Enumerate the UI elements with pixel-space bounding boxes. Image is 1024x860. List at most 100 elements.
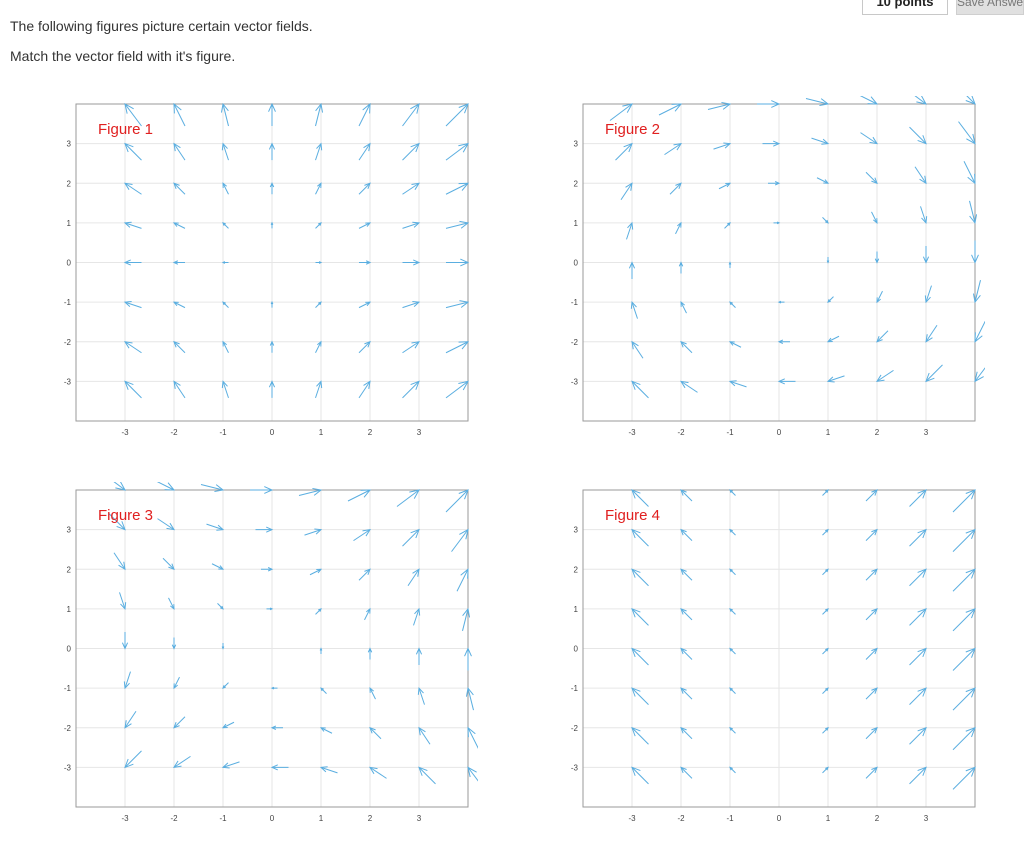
vector-arrow [777,300,785,304]
x-tick-label: -2 [170,814,178,823]
figure-label: Figure 4 [605,507,660,524]
vector-arrow [445,220,470,229]
vector-arrow [631,726,649,745]
vector-arrow [707,101,732,110]
vector-arrow [669,182,682,195]
vector-arrow [162,557,175,571]
vector-arrow [822,568,829,576]
vector-arrow [631,528,649,547]
y-tick-label: -3 [64,377,72,386]
vector-arrow [974,319,987,343]
vector-arrow [628,261,636,279]
vector-arrow [358,222,372,229]
vector-arrow [963,161,976,185]
vector-arrow [826,335,840,343]
vector-arrow [922,246,930,264]
vector-arrow [402,142,420,161]
y-tick-label: -3 [64,763,72,772]
vector-arrow [728,261,732,268]
vector-arrow [952,726,976,751]
vector-arrow [270,300,274,308]
x-tick-label: -1 [726,814,734,823]
vector-arrow [222,682,229,689]
vector-arrow [713,142,732,150]
vector-arrow [728,380,747,388]
vector-arrow [680,489,693,502]
y-tick-label: 0 [67,259,72,268]
vector-arrow [315,301,322,308]
question-text-line-1: The following figures picture certain ve… [10,18,313,34]
vector-arrow [221,380,229,399]
vector-arrow [309,568,323,576]
vector-arrow [108,512,126,531]
vector-arrow [865,171,878,185]
y-tick-label: -1 [64,684,72,693]
question-text-line-2: Match the vector field with it's figure. [10,48,236,64]
x-tick-label: 2 [368,428,373,437]
vector-arrow [822,647,829,655]
vector-arrow [757,100,781,108]
vector-arrow [680,687,693,700]
vector-arrow [631,489,649,507]
vector-arrow [445,341,470,354]
vector-arrow [168,597,175,610]
vector-arrow [123,671,131,690]
vector-arrow [865,528,878,541]
vector-arrow [364,607,371,621]
vector-arrow [811,137,830,145]
vector-arrow [658,103,683,116]
vector-arrow [319,647,323,654]
figure-label: Figure 3 [98,507,153,524]
vector-arrow [124,750,142,769]
vector-arrow [952,528,976,552]
vector-arrow [729,766,736,774]
y-tick-label: -1 [571,298,579,307]
x-tick-label: 0 [270,428,275,437]
y-tick-label: 3 [574,140,579,149]
vector-arrow [413,607,421,626]
vector-arrow [173,380,186,399]
vector-arrow [909,126,927,145]
vector-arrow [124,142,142,161]
y-tick-label: 1 [574,605,579,614]
vector-arrow [952,766,976,790]
x-tick-label: -3 [121,428,129,437]
vector-arrow [217,603,224,610]
points-badge: 10 points [862,0,948,15]
vector-arrow [315,222,322,229]
vector-arrow [119,592,127,611]
vector-arrow [909,608,927,626]
vector-arrow [173,716,186,729]
vector-arrow [446,258,470,267]
vector-arrow [172,755,191,769]
x-tick-label: -3 [628,814,636,823]
vector-arrow [822,726,829,734]
vector-arrow [631,380,649,399]
vector-arrow [822,608,829,615]
vector-arrow [269,182,275,195]
y-tick-label: 2 [574,179,579,188]
vector-arrow [631,766,649,785]
vector-arrow [626,221,634,240]
vector-arrow [777,378,796,385]
vector-arrow [358,380,371,399]
vector-arrow [768,181,781,186]
y-tick-label: -2 [64,338,72,347]
vector-arrow [123,221,142,229]
vector-arrow [924,285,932,304]
vector-arrow [402,528,420,547]
vector-arrow [865,489,878,502]
vector-arrow [173,676,180,690]
vector-arrow [369,687,376,700]
vector-arrow [396,489,420,507]
top-bar: 10 points Save Answer [862,0,1024,15]
vector-arrow [958,121,976,145]
save-answer-button[interactable]: Save Answer [956,0,1024,15]
vector-arrow [680,301,687,314]
x-tick-label: 1 [826,814,831,823]
vector-arrow [102,473,126,491]
vector-arrow [124,710,137,729]
y-tick-label: -1 [571,684,579,693]
vector-arrow [353,528,372,542]
vector-arrow [315,102,324,127]
